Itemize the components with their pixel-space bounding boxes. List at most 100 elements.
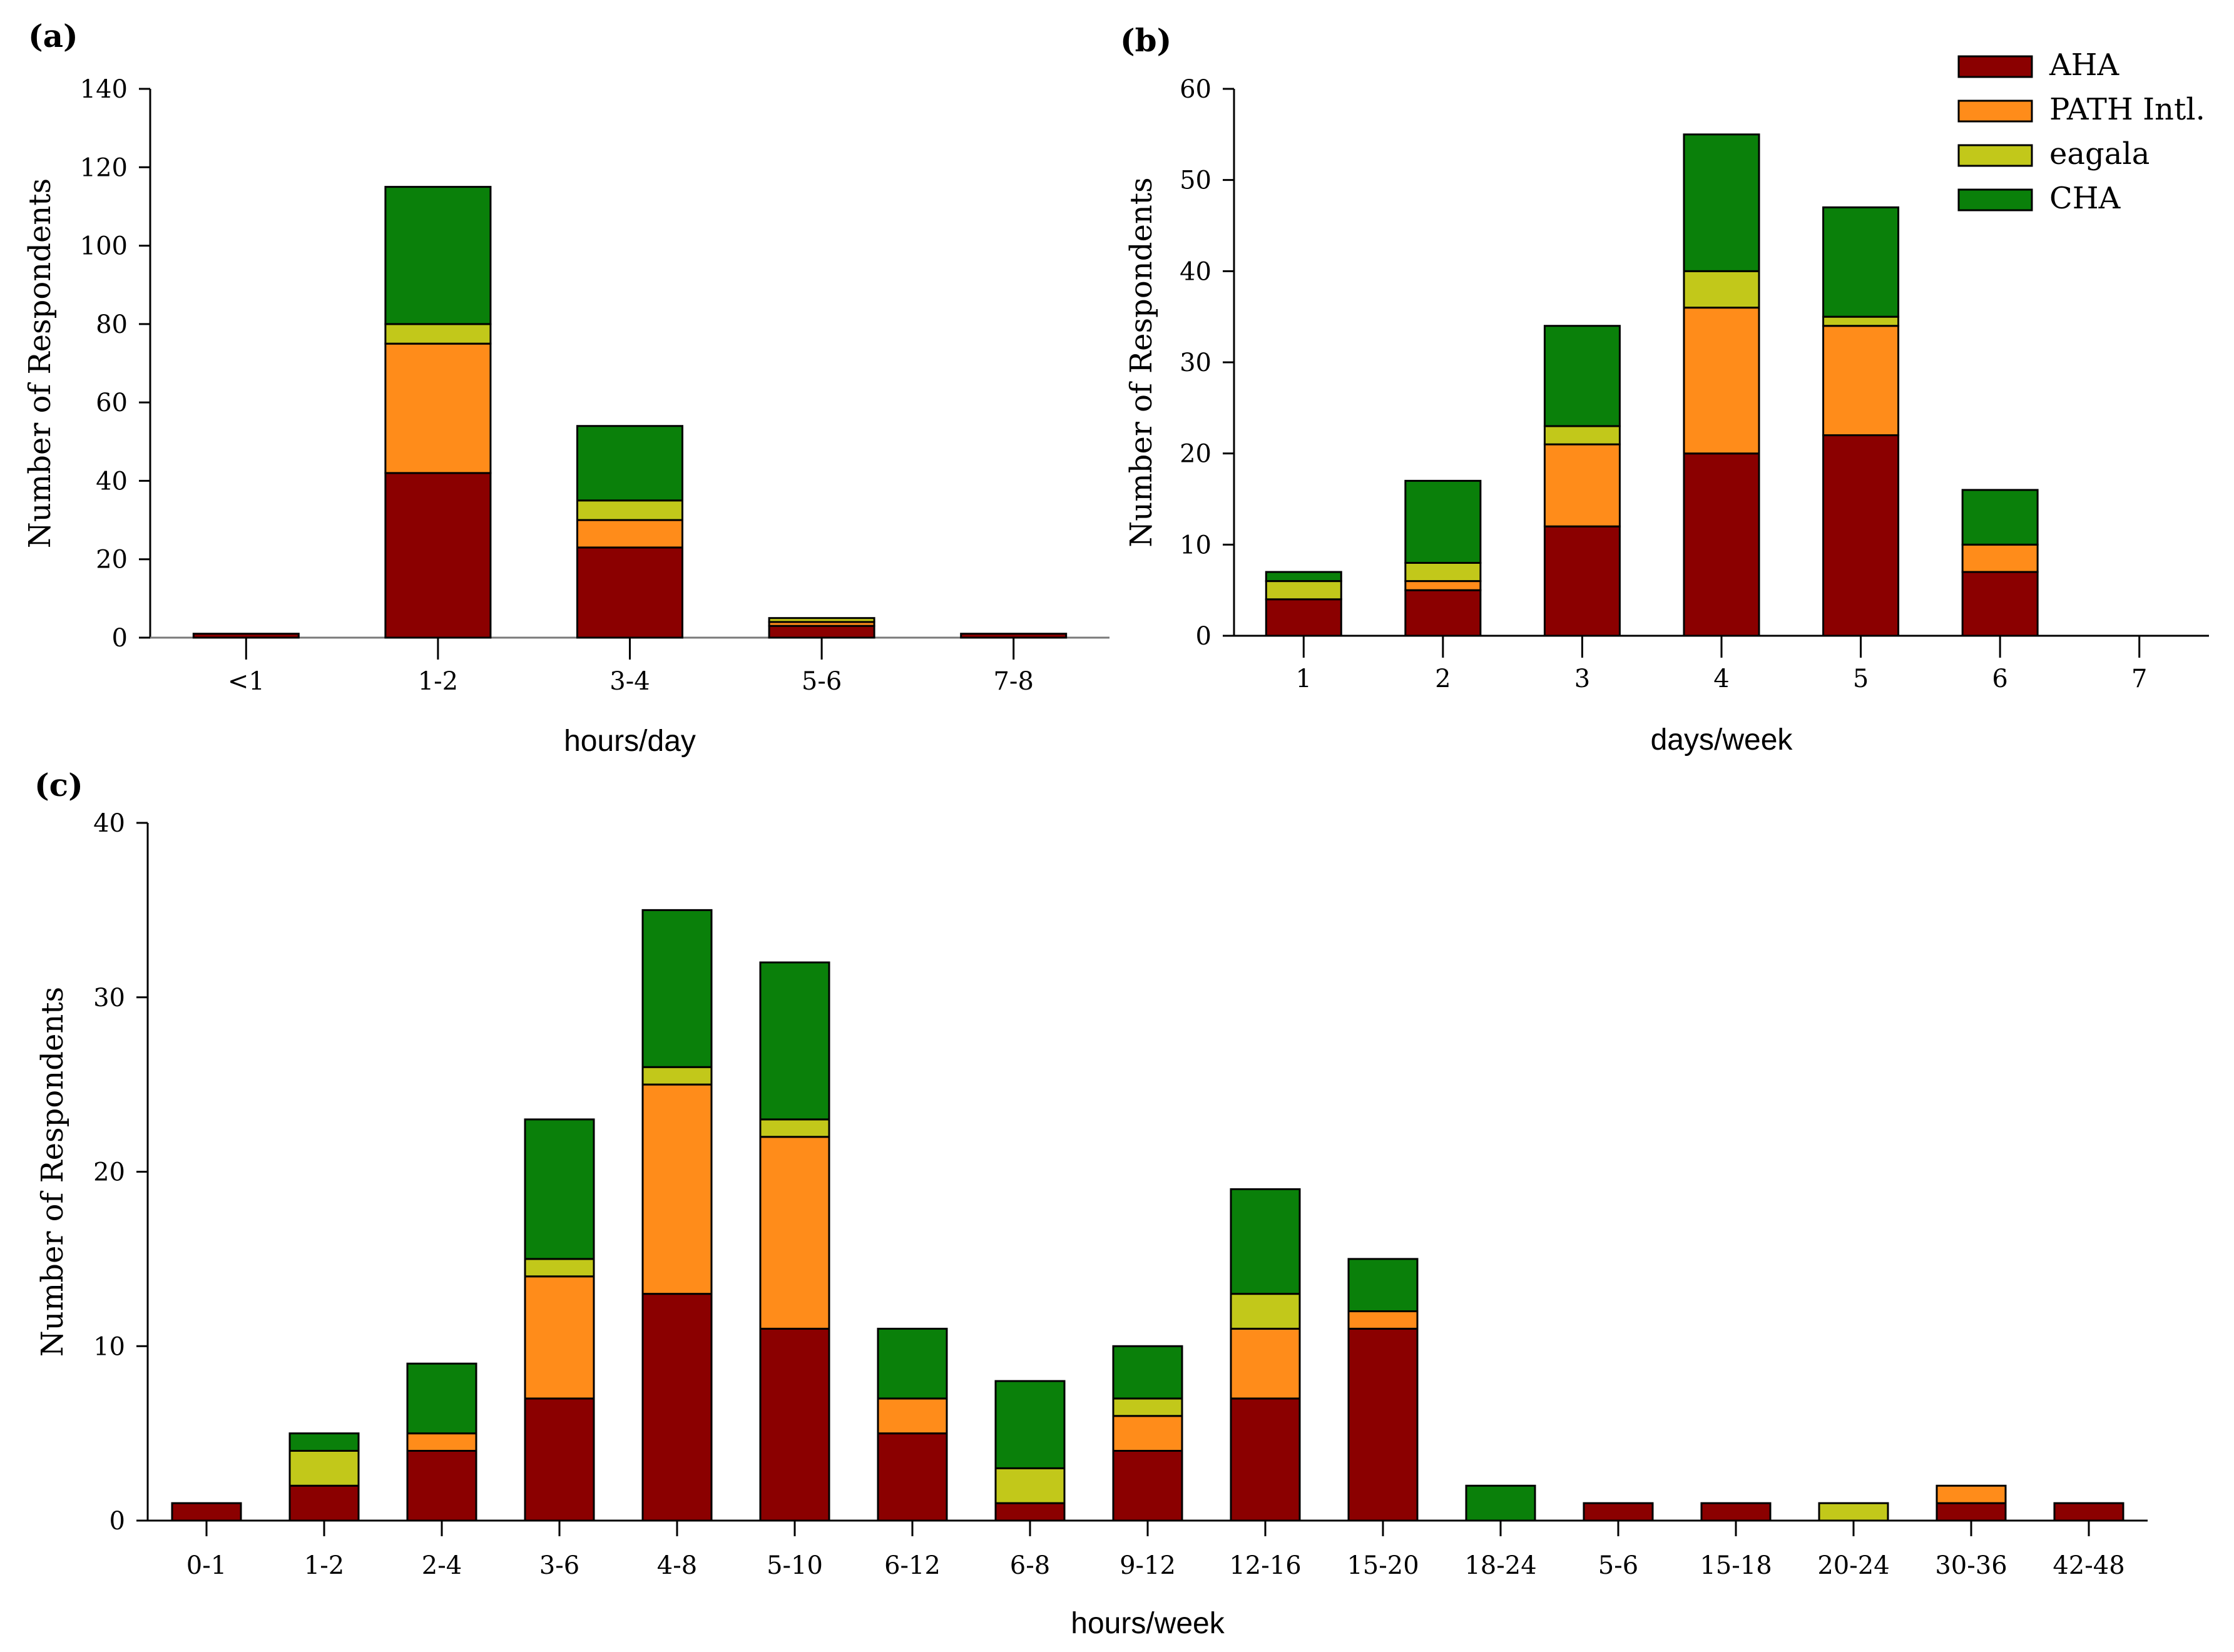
bar-c-4-8-cha: [641, 909, 713, 1068]
bar-b-5-cha: [1822, 206, 1900, 318]
bar-b-3-pathintl: [1543, 443, 1621, 528]
bar-a-1-2-cha: [384, 186, 492, 325]
y-tick-label: 120: [80, 153, 128, 182]
y-tick-label: 100: [80, 232, 128, 261]
bar-b-3-aha: [1543, 525, 1621, 637]
bar-c-4-8-pathintl: [641, 1083, 713, 1295]
bar-a-1-2-aha: [384, 472, 492, 639]
x-axis-title: hours/week: [1071, 1607, 1225, 1640]
panel-b-chart: (b) 0 10 20 30 40 50 60 1 2 3 4 5 6 7 days/week Number o…: [1120, 22, 2209, 757]
bar-b-2-pathintl: [1404, 580, 1482, 591]
bar-b-1-aha: [1265, 598, 1342, 637]
x-tick-label: 2-4: [422, 1551, 462, 1580]
bar-b-5-aha: [1822, 434, 1900, 637]
legend-label: AHA: [2049, 48, 2120, 83]
x-tick-label: 3-6: [539, 1551, 579, 1580]
bar-c-18-24-cha: [1465, 1484, 1536, 1522]
x-axis-title: hours/day: [564, 725, 696, 758]
bar-b-6-cha: [1961, 489, 2039, 546]
x-tick-label: 20-24: [1817, 1551, 1889, 1580]
bar-a-<1-aha: [192, 633, 300, 639]
x-tick-label: 4: [1713, 665, 1729, 693]
x-tick-label: 1-2: [304, 1551, 344, 1580]
bar-c-6-12-cha: [877, 1327, 948, 1400]
panel-c-chart: (c) 0 10 20 30 40 0-1 1-2 2-4 3-6 4-8 5-10 6-12 6-8 9-…: [34, 767, 2148, 1640]
x-tick-label: 5-10: [767, 1551, 823, 1580]
panel-label: (a): [28, 18, 78, 54]
y-tick-label: 140: [80, 75, 128, 104]
panel-a-chart: (a) 0 20 40 60 80 100 120 140 <1 1-2 3-4 5-6 7-8 hours…: [23, 18, 1109, 758]
bar-c-3-6-pathintl: [524, 1275, 595, 1400]
bar-c-9-12-cha: [1112, 1345, 1183, 1400]
bar-c-5-10-aha: [759, 1327, 830, 1522]
bar-b-1-cha: [1265, 571, 1342, 583]
x-tick-label: 1: [1296, 665, 1312, 693]
x-tick-label: 4-8: [657, 1551, 697, 1580]
bar-c-2-4-pathintl: [406, 1432, 477, 1452]
x-tick-label: 6-12: [884, 1551, 941, 1580]
y-tick-label: 60: [96, 389, 128, 417]
x-tick-label: 18-24: [1464, 1551, 1536, 1580]
y-tick-label: 30: [1180, 349, 1211, 377]
y-tick-label: 40: [93, 809, 125, 838]
bar-c-5-10-eagala: [759, 1118, 830, 1138]
legend-swatch-aha: [1957, 55, 2033, 78]
y-axis-title: Number of Respondents: [1124, 177, 1159, 547]
bar-a-1-2-pathintl: [384, 342, 492, 474]
legend-swatch-pathintl: [1957, 99, 2033, 123]
x-tick-label: 3: [1574, 665, 1590, 693]
x-tick-label: 7-8: [993, 667, 1033, 696]
bar-c-30-36-aha: [1936, 1502, 2007, 1522]
bar-a-3-4-pathintl: [576, 519, 683, 549]
bar-a-3-4-eagala: [576, 499, 683, 521]
legend: AHA PATH Intl. eagala CHA: [1957, 48, 2205, 216]
y-tick-label: 80: [96, 310, 128, 339]
x-tick-label: 6-8: [1010, 1551, 1050, 1580]
legend-label: PATH Intl.: [2049, 92, 2205, 127]
bar-b-4-eagala: [1683, 270, 1760, 309]
bar-c-15-20-pathintl: [1347, 1310, 1419, 1330]
y-axis-title: Number of Respondents: [35, 987, 70, 1357]
y-tick-label: 20: [93, 1158, 125, 1187]
x-tick-label: 1-2: [418, 667, 458, 696]
bar-a-5-6-eagala: [768, 617, 875, 623]
x-tick-label: 9-12: [1120, 1551, 1176, 1580]
bar-b-1-eagala: [1265, 580, 1342, 601]
legend-label: eagala: [2049, 136, 2150, 171]
bar-c-4-8-aha: [641, 1293, 713, 1522]
bar-a-3-4-aha: [576, 546, 683, 639]
y-tick-label: 10: [93, 1332, 125, 1361]
bar-c-15-20-cha: [1347, 1258, 1419, 1312]
bar-b-2-aha: [1404, 589, 1482, 637]
x-tick-label: 5: [1853, 665, 1869, 693]
bar-c-12-16-aha: [1230, 1397, 1301, 1522]
y-tick-label: 0: [112, 624, 128, 653]
x-tick-label: 7: [2131, 665, 2147, 693]
y-tick-label: 0: [1196, 622, 1211, 651]
bar-a-3-4-cha: [576, 425, 683, 502]
bar-b-4-pathintl: [1683, 307, 1760, 455]
bar-c-3-6-eagala: [524, 1258, 595, 1278]
x-tick-label: 15-20: [1347, 1551, 1419, 1580]
bar-c-12-16-eagala: [1230, 1293, 1301, 1330]
bar-c-5-10-pathintl: [759, 1136, 830, 1330]
bar-c-12-16-cha: [1230, 1188, 1301, 1295]
bar-c-6-8-aha: [994, 1502, 1066, 1522]
x-axis-title: days/week: [1651, 723, 1793, 757]
bar-c-20-24-eagala: [1818, 1502, 1889, 1522]
panel-label: (b): [1120, 22, 1171, 59]
y-tick-label: 40: [1180, 257, 1211, 286]
y-axis-title: Number of Respondents: [23, 178, 58, 548]
bar-b-6-aha: [1961, 571, 2039, 637]
bar-c-1-2-cha: [288, 1432, 360, 1452]
bar-c-3-6-cha: [524, 1118, 595, 1260]
y-tick-label: 40: [96, 467, 128, 496]
bar-b-3-cha: [1543, 325, 1621, 427]
bar-a-5-6-aha: [768, 625, 875, 639]
bar-c-30-36-pathintl: [1936, 1484, 2007, 1504]
bar-c-15-20-aha: [1347, 1327, 1419, 1522]
bar-b-5-pathintl: [1822, 325, 1900, 437]
bar-c-1-2-aha: [288, 1484, 360, 1522]
legend-swatch-cha: [1957, 188, 2033, 212]
x-tick-label: 3-4: [610, 667, 650, 696]
